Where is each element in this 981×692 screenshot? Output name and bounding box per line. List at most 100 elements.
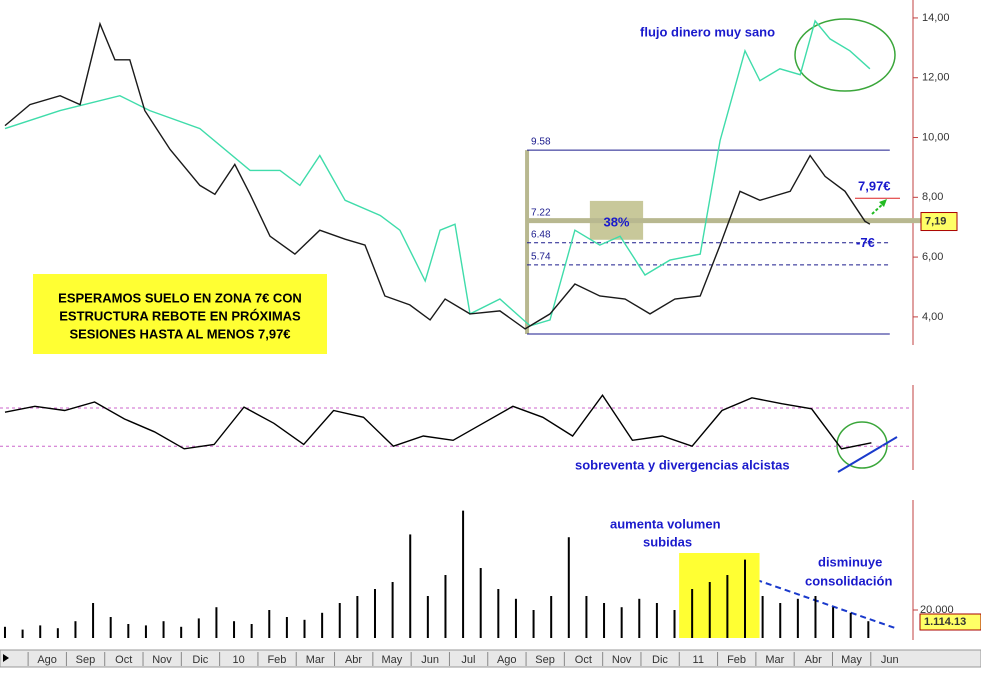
- y-tick-label: 20.000: [920, 604, 954, 616]
- volume-bar: [620, 607, 623, 638]
- highlight-circle: [836, 421, 888, 469]
- x-tick-label: Sep: [76, 654, 96, 666]
- fib-label: 9.58: [531, 137, 551, 148]
- volume-bar: [585, 596, 588, 638]
- last-price-label: 7,19: [925, 215, 946, 227]
- volume-bar: [532, 610, 535, 638]
- volume-bar: [321, 612, 324, 638]
- annotation: consolidación: [805, 573, 892, 588]
- x-tick-label: Dic: [192, 654, 208, 666]
- volume-bar: [655, 603, 658, 638]
- volume-bar: [162, 621, 165, 638]
- money-flow-line: [4, 19, 871, 327]
- last-volume-box: [919, 613, 981, 631]
- price-line: [4, 21, 871, 330]
- annotation: sobreventa y divergencias alcistas: [575, 457, 790, 472]
- volume-bar: [109, 617, 112, 638]
- volume-bar: [832, 607, 835, 638]
- volume-bar: [550, 596, 553, 638]
- volume-bar: [479, 568, 482, 638]
- x-tick-label: Feb: [727, 654, 746, 666]
- x-tick-label: Mar: [765, 654, 784, 666]
- fib-label: 7.22: [531, 207, 551, 218]
- volume-bar: [92, 603, 95, 638]
- volume-bar: [338, 603, 341, 638]
- x-tick-label: Sep: [535, 654, 555, 666]
- volume-bar: [144, 625, 147, 638]
- volume-bar: [708, 582, 711, 638]
- x-tick-label: Ago: [37, 654, 57, 666]
- volume-bar: [796, 598, 799, 638]
- x-tick-label: Abr: [805, 654, 822, 666]
- fib-label: 6.48: [531, 229, 551, 240]
- x-tick-label: Oct: [575, 654, 592, 666]
- x-tick-label: Nov: [612, 654, 632, 666]
- box-note-line: SESIONES HASTA AL MENOS 7,97€: [69, 326, 290, 341]
- volume-bar: [285, 617, 288, 638]
- volume-bar: [691, 589, 694, 638]
- volume-bar: [444, 575, 447, 638]
- volume-bar: [761, 596, 764, 638]
- volume-bar: [21, 629, 24, 638]
- volume-bar: [603, 603, 606, 638]
- oscillator-line: [4, 393, 872, 450]
- y-tick-label: 14,00: [922, 12, 950, 24]
- y-tick-label: 8,00: [922, 191, 943, 203]
- annotation: disminuye: [818, 554, 882, 569]
- x-tick-label: May: [841, 654, 862, 666]
- box-note-line: ESPERAMOS SUELO EN ZONA 7€ CON: [58, 290, 302, 305]
- volume-bar: [373, 589, 376, 638]
- y-tick-label: 4,00: [922, 311, 943, 323]
- annotation: subidas: [643, 534, 692, 549]
- trend-line: [837, 436, 898, 473]
- volume-bar: [462, 510, 465, 638]
- volume-bar: [180, 626, 183, 638]
- note-box: [33, 274, 327, 354]
- x-tick-label: Dic: [652, 654, 668, 666]
- volume-bar: [391, 582, 394, 638]
- target-arrow-head: [879, 199, 887, 207]
- last-price-box: [920, 212, 958, 232]
- x-tick-label: Oct: [115, 654, 132, 666]
- highlight-circle: [794, 18, 896, 92]
- volume-bar: [215, 607, 218, 638]
- volume-bar: [250, 624, 253, 638]
- box-note-line: ESTRUCTURA REBOTE EN PRÓXIMAS: [59, 308, 301, 323]
- y-tick-label: 6,00: [922, 251, 943, 263]
- volume-bar: [356, 596, 359, 638]
- highlight-label: 38%: [603, 214, 629, 229]
- volume-bar: [849, 612, 852, 638]
- volume-bar: [409, 534, 412, 638]
- y-tick-label: 12,00: [922, 72, 950, 84]
- target-label: 7,97€: [858, 179, 891, 194]
- x-tick-label: 10: [233, 654, 245, 666]
- volume-bar: [56, 628, 59, 638]
- y-tick-label: 10,00: [922, 131, 950, 143]
- x-tick-label: Abr: [345, 654, 362, 666]
- volume-bar: [779, 603, 782, 638]
- annotation: aumenta volumen: [610, 516, 721, 531]
- x-tick-label: Jun: [881, 654, 899, 666]
- volume-bar: [3, 626, 6, 638]
- x-tick-label: Jul: [461, 654, 475, 666]
- target-arrow: [871, 201, 886, 215]
- volume-bar: [726, 575, 729, 638]
- x-tick-label: Ago: [497, 654, 517, 666]
- volume-bar: [567, 537, 570, 638]
- volume-bar: [743, 559, 746, 638]
- volume-bar: [497, 589, 500, 638]
- annotation: flujo dinero muy sano: [640, 24, 775, 39]
- volume-bar: [638, 598, 641, 638]
- volume-bar: [303, 619, 306, 638]
- volume-bar: [514, 598, 517, 638]
- volume-bar: [426, 596, 429, 638]
- x-tick-label: Mar: [306, 654, 325, 666]
- fib-label: 5.74: [531, 252, 551, 263]
- x-tick-label: Feb: [267, 654, 286, 666]
- last-volume-label: 1.114.13: [924, 616, 966, 628]
- volume-bar: [814, 596, 817, 638]
- scroll-arrow[interactable]: [3, 654, 9, 662]
- volume-bar: [74, 621, 77, 638]
- volume-bar: [233, 621, 236, 638]
